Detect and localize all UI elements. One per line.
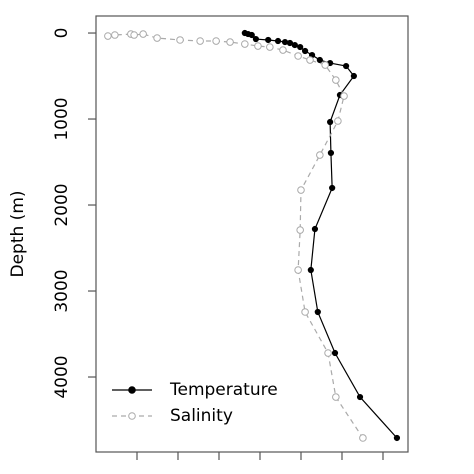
data-point xyxy=(314,308,321,316)
data-point xyxy=(294,52,302,60)
data-point xyxy=(342,62,350,70)
legend-marker xyxy=(128,412,136,420)
data-point xyxy=(111,31,119,39)
data-point xyxy=(104,32,112,40)
data-point xyxy=(265,36,272,44)
data-point xyxy=(252,35,259,43)
data-point xyxy=(226,38,234,46)
data-point xyxy=(393,434,401,442)
data-point xyxy=(294,266,302,274)
legend-label: Temperature xyxy=(169,380,278,400)
data-point xyxy=(176,36,184,44)
legend-label: Salinity xyxy=(170,406,233,426)
data-point xyxy=(301,47,309,55)
data-point xyxy=(248,31,255,39)
data-point xyxy=(301,308,309,316)
data-point xyxy=(316,56,323,64)
data-point xyxy=(286,39,294,47)
data-point xyxy=(266,43,274,51)
data-point xyxy=(332,76,340,84)
data-point xyxy=(254,42,262,50)
series-line xyxy=(244,32,398,439)
data-point xyxy=(279,46,287,54)
y-tick-label: 1000 xyxy=(52,97,72,140)
data-point xyxy=(130,31,138,39)
legend-marker xyxy=(128,386,136,394)
data-point xyxy=(356,393,364,401)
data-point xyxy=(311,225,319,233)
data-point xyxy=(296,226,304,234)
data-point xyxy=(321,61,329,69)
data-point xyxy=(327,149,335,157)
data-point xyxy=(324,349,332,357)
data-point xyxy=(359,434,367,442)
data-point xyxy=(212,37,220,45)
y-tick-label: 4000 xyxy=(52,355,72,398)
plot-frame xyxy=(95,15,409,453)
series-line xyxy=(107,33,364,439)
data-point xyxy=(306,56,314,64)
y-tick-label: 3000 xyxy=(52,269,72,312)
data-point xyxy=(329,184,336,192)
data-point xyxy=(297,43,304,51)
data-point xyxy=(241,40,249,48)
data-point xyxy=(153,34,161,42)
data-point xyxy=(139,30,147,38)
data-point xyxy=(334,117,342,125)
data-point xyxy=(350,72,357,80)
data-point xyxy=(327,118,334,126)
y-tick-label: 2000 xyxy=(52,183,72,226)
data-point xyxy=(281,38,289,46)
data-point xyxy=(196,37,204,45)
data-point xyxy=(297,186,305,194)
y-axis-label: Depth (m) xyxy=(8,190,28,277)
data-point xyxy=(331,349,339,357)
data-point xyxy=(340,92,348,100)
y-tick-label: 0 xyxy=(52,28,72,39)
data-point xyxy=(274,37,282,45)
data-point xyxy=(316,151,324,159)
data-point xyxy=(332,393,340,401)
data-point xyxy=(307,266,314,274)
data-point xyxy=(291,41,298,49)
